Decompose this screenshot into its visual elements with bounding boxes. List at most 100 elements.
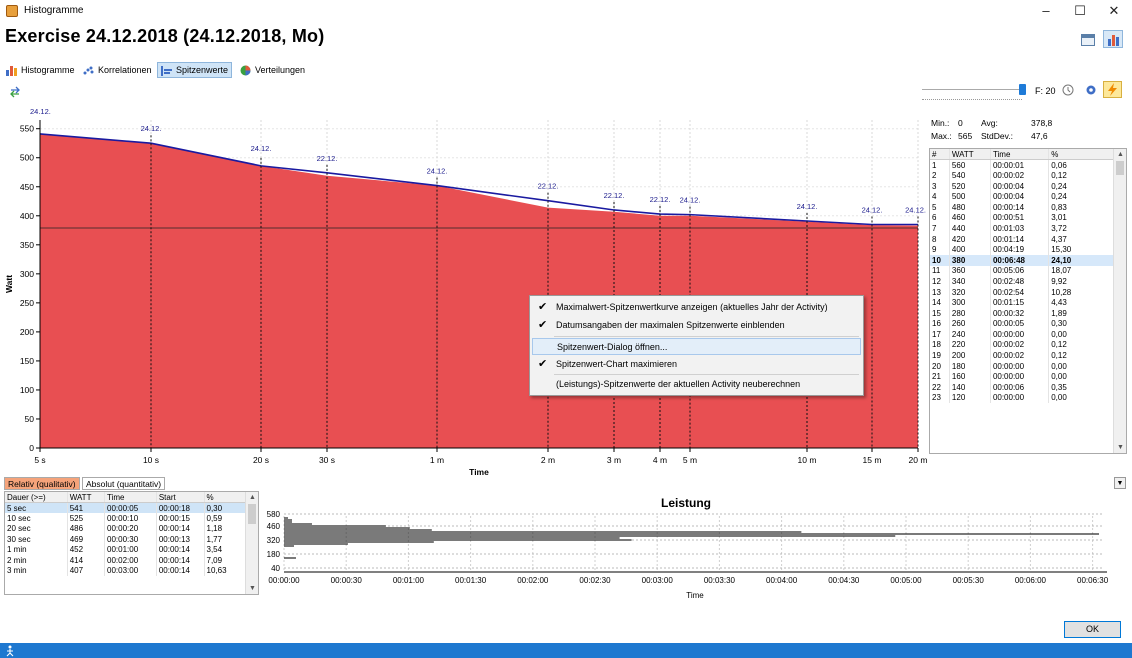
table-cell: 380 — [949, 254, 991, 266]
maximize-button[interactable]: ☐ — [1074, 3, 1086, 18]
table-cell: 440 — [949, 223, 991, 234]
table-row[interactable]: 30 sec 469 00:00:30 00:00:13 1,77 — [5, 534, 246, 545]
app-icon — [6, 5, 18, 17]
tab-verteilungen[interactable]: Verteilungen — [237, 62, 308, 78]
table-row[interactable]: 20 sec 486 00:00:20 00:00:14 1,18 — [5, 523, 246, 534]
table-row[interactable]: 14 300 00:01:15 4,43 — [930, 297, 1114, 308]
tab-spitzenwerte[interactable]: Spitzenwerte — [157, 62, 233, 78]
table-row[interactable]: 2 min 414 00:02:00 00:00:14 7,09 — [5, 555, 246, 566]
tab-absolut[interactable]: Absolut (quantitativ) — [82, 477, 166, 490]
table-row[interactable]: 1 min 452 00:01:00 00:00:14 3,54 — [5, 544, 246, 555]
peak-table[interactable]: # WATT Time% 1 560 00:00:01 0,06 2 540 00:00:02 0… — [929, 148, 1127, 454]
minimize-button[interactable]: – — [1042, 3, 1050, 18]
duration-table-header[interactable]: Time — [104, 492, 157, 503]
title-bar — [0, 0, 1132, 22]
leistung-bar — [284, 523, 312, 525]
table-cell: 200 — [949, 350, 991, 361]
table-row[interactable]: 19 200 00:00:02 0,12 — [930, 350, 1114, 361]
table-row[interactable]: 10 sec 525 00:00:10 00:00:15 0,59 — [5, 513, 246, 524]
table-cell: 00:05:06 — [990, 265, 1050, 277]
menu-item-recalculate[interactable]: (Leistungs)-Spitzenwerte der aktuellen A… — [532, 376, 861, 393]
scroll-down-icon[interactable]: ▼ — [1117, 444, 1124, 451]
lightning-button[interactable] — [1103, 81, 1122, 98]
x-tick-label: 10 s — [143, 455, 159, 465]
menu-item-show-dates[interactable]: ✔ Datumsangaben der maximalen Spitzenwert… — [532, 317, 861, 334]
menu-item-show-max-curve[interactable]: ✔ Maximalwert-Spitzenwertkurve anzeigen (… — [532, 299, 861, 316]
ok-button[interactable]: OK — [1064, 621, 1121, 638]
peak-table-scrollbar[interactable]: ▲ ▼ — [1113, 149, 1126, 453]
table-row[interactable]: 22 140 00:00:06 0,35 — [930, 382, 1114, 393]
tab-korrelationen[interactable]: Korrelationen — [80, 62, 155, 78]
y-tick-label: 300 — [20, 269, 34, 279]
table-cell: 15 — [930, 307, 950, 319]
y-tick-label: 550 — [20, 124, 34, 134]
table-cell: 22 — [930, 382, 950, 393]
table-row[interactable]: 21 160 00:00:00 0,00 — [930, 371, 1114, 383]
table-row[interactable]: 12 340 00:02:48 9,92 — [930, 276, 1114, 287]
table-row[interactable]: 13 320 00:02:54 10,28 — [930, 286, 1114, 298]
scroll-down-icon[interactable]: ▼ — [249, 585, 256, 592]
window-layout-icon[interactable] — [1081, 34, 1095, 46]
menu-item-open-dialog[interactable]: Spitzenwert-Dialog öffnen... — [532, 338, 861, 355]
table-row[interactable]: 18 220 00:00:02 0,12 — [930, 339, 1114, 351]
duration-table-header[interactable]: Dauer (>=) — [5, 492, 68, 503]
close-button[interactable]: ✕ — [1108, 3, 1120, 18]
table-row[interactable]: 17 240 00:00:00 0,00 — [930, 329, 1114, 340]
table-row[interactable]: 3 520 00:00:04 0,24 — [930, 180, 1114, 192]
table-cell: 500 — [949, 191, 991, 202]
duration-table-header[interactable]: WATT — [67, 492, 106, 503]
table-row[interactable]: 7 440 00:01:03 3,72 — [930, 223, 1114, 234]
leistung-chart[interactable]: Leistung 40 180 320 460 580 00:00:00 00:00:30… — [262, 492, 1112, 604]
table-row[interactable]: 15 280 00:00:32 1,89 — [930, 307, 1114, 319]
scroll-up-icon[interactable]: ▲ — [1117, 151, 1124, 158]
tab-relativ[interactable]: Relativ (qualitativ) — [4, 477, 80, 490]
x-tick-label: 3 m — [607, 455, 621, 465]
chart-view-button[interactable] — [1103, 30, 1123, 48]
menu-item-label: (Leistungs)-Spitzenwerte der aktuellen A… — [556, 379, 801, 389]
table-row[interactable]: 16 260 00:00:05 0,30 — [930, 318, 1114, 330]
peak-table-header[interactable]: WATT — [949, 149, 991, 161]
duration-table-scrollbar[interactable]: ▲ ▼ — [245, 492, 258, 594]
table-row[interactable]: 5 sec 541 00:00:05 00:00:18 0,30 — [5, 502, 246, 513]
table-cell: 5 — [930, 201, 950, 213]
peak-table-header[interactable]: Time — [990, 149, 1050, 161]
table-row[interactable]: 5 480 00:00:14 0,83 — [930, 201, 1114, 213]
table-cell: 407 — [67, 565, 106, 576]
filter-slider-handle[interactable] — [1019, 84, 1026, 95]
peak-power-chart[interactable]: 24.12. 24.12. 24.12. 22.12. 24.12. 22.12. 22.1… — [0, 108, 930, 478]
scroll-up-icon[interactable]: ▲ — [249, 494, 256, 501]
dropdown-arrow-icon[interactable]: ▼ — [1114, 477, 1126, 489]
filter-slider-track[interactable] — [922, 89, 1026, 90]
table-row[interactable]: 3 min 407 00:03:00 00:00:14 10,63 — [5, 565, 246, 576]
duration-table-header[interactable]: Start — [156, 492, 205, 503]
peak-table-header[interactable]: % — [1048, 149, 1114, 161]
table-row[interactable]: 2 540 00:00:02 0,12 — [930, 170, 1114, 181]
table-cell: 00:00:10 — [104, 513, 157, 524]
table-cell: 00:01:03 — [990, 223, 1050, 234]
clock-icon[interactable] — [1062, 84, 1074, 96]
y-axis-label: Watt — [4, 275, 14, 293]
refresh-icon[interactable] — [9, 86, 21, 98]
table-row[interactable]: 10 380 00:06:48 24,10 — [930, 254, 1114, 266]
table-row[interactable]: 6 460 00:00:51 3,01 — [930, 212, 1114, 224]
scroll-thumb[interactable] — [1116, 161, 1124, 175]
tab-histogramme[interactable]: Histogramme — [3, 62, 78, 78]
gear-icon[interactable] — [1085, 84, 1097, 96]
table-row[interactable]: 4 500 00:00:04 0,24 — [930, 191, 1114, 202]
peak-table-header[interactable]: # — [930, 149, 950, 161]
table-row[interactable]: 11 360 00:05:06 18,07 — [930, 265, 1114, 277]
table-row[interactable]: 1 560 00:00:01 0,06 — [930, 159, 1114, 171]
table-cell: 00:01:00 — [104, 544, 157, 555]
leistung-bar — [284, 545, 294, 547]
table-cell: 14 — [930, 297, 950, 308]
duration-table[interactable]: Dauer (>=) WATT Time Start% 5 sec 541 00:00:0… — [4, 491, 259, 595]
leistung-x-tick-label: 00:01:30 — [455, 576, 487, 585]
scroll-thumb[interactable] — [248, 504, 256, 524]
table-row[interactable]: 9 400 00:04:19 15,30 — [930, 244, 1114, 255]
menu-item-maximize-chart[interactable]: ✔ Spitzenwert-Chart maximieren — [532, 356, 861, 373]
table-row[interactable]: 23 120 00:00:00 0,00 — [930, 392, 1114, 404]
table-row[interactable]: 8 420 00:01:14 4,37 — [930, 233, 1114, 245]
table-row[interactable]: 20 180 00:00:00 0,00 — [930, 360, 1114, 372]
table-cell: 00:00:14 — [156, 565, 205, 576]
duration-table-header[interactable]: % — [204, 492, 246, 503]
